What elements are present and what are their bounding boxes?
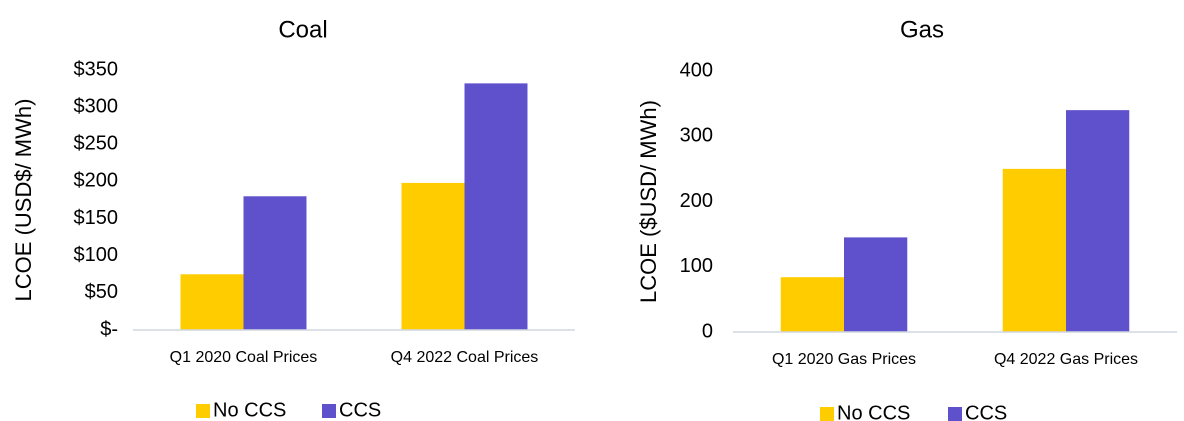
y-tick-label: 400 [680, 59, 713, 81]
bar [780, 277, 844, 332]
y-tick-label: $100 [74, 244, 119, 266]
y-tick-label: 300 [680, 125, 713, 147]
bar [401, 182, 465, 330]
x-tick-label: Q1 2020 Coal Prices [170, 349, 318, 366]
legend-swatch [820, 407, 834, 421]
y-tick-label: $350 [74, 58, 119, 80]
bar [844, 237, 908, 332]
chart-title: Gas [900, 16, 944, 43]
legend-label: CCS [339, 399, 381, 421]
legend-swatch [322, 404, 336, 418]
x-tick-label: Q4 2022 Coal Prices [391, 349, 539, 366]
bar [243, 196, 307, 330]
y-tick-label: $250 [74, 133, 119, 155]
y-tick-label: 200 [680, 190, 713, 212]
bar [180, 274, 244, 330]
y-tick-label: $150 [74, 207, 119, 229]
y-tick-label: 0 [702, 320, 713, 342]
bar [1066, 110, 1130, 333]
legend-label: No CCS [837, 402, 910, 421]
y-tick-label: $200 [74, 170, 119, 192]
bar [464, 83, 528, 330]
y-tick-label: $50 [85, 281, 118, 303]
y-tick-label: $300 [74, 95, 119, 117]
legend-label: CCS [965, 402, 1007, 421]
y-axis-label: LCOE (USD$/ MWh) [11, 99, 36, 302]
chart-title: Coal [278, 16, 327, 43]
legend-label: No CCS [213, 399, 286, 421]
x-tick-label: Q4 2022 Gas Prices [994, 351, 1138, 368]
y-tick-label: 100 [680, 255, 713, 277]
x-tick-label: Q1 2020 Gas Prices [772, 351, 916, 368]
y-axis-label: LCOE ($USD/ MWh) [636, 100, 661, 303]
legend-swatch [948, 407, 962, 421]
bar [1002, 168, 1066, 332]
y-tick-label: $- [100, 318, 118, 340]
legend-swatch [196, 404, 210, 418]
